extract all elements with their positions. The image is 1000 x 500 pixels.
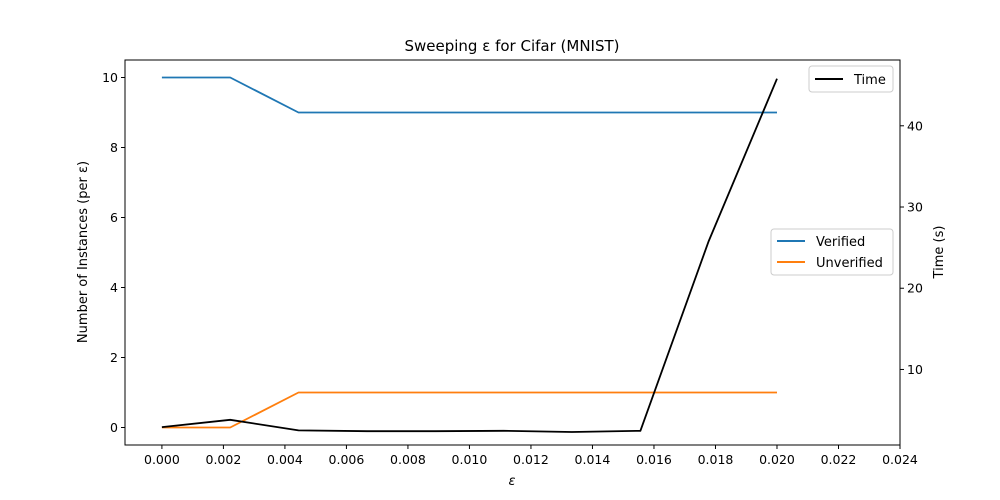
chart-title: Sweeping ε for Cifar (MNIST) [404, 37, 619, 55]
x-tick-label: 0.008 [390, 452, 426, 467]
x-tick-label: 0.004 [267, 452, 303, 467]
right-y-tick-label: 30 [907, 200, 923, 215]
x-axis-label: ε [508, 474, 515, 489]
x-tick-label: 0.014 [575, 452, 611, 467]
x-tick-label: 0.000 [144, 452, 180, 467]
x-tick-label: 0.016 [636, 452, 672, 467]
legend-verified-label: Verified [816, 235, 865, 250]
legend-time-box [808, 65, 894, 93]
left-y-tick-label: 6 [110, 210, 118, 225]
left-y-tick-label: 8 [110, 140, 118, 155]
right-y-tick-label: 10 [907, 362, 923, 377]
plot-frame [124, 59, 901, 446]
x-tick-label: 0.018 [698, 452, 734, 467]
x-tick-label: 0.006 [329, 452, 365, 467]
right-y-axis-label: Time (s) [932, 226, 947, 280]
x-tick-label: 0.010 [452, 452, 488, 467]
x-tick-label: 0.024 [882, 452, 918, 467]
right-y-tick-label: 20 [907, 281, 923, 296]
plot-lines [161, 76, 778, 433]
right-y-axis-ticks: 10 20 30 40 [900, 118, 923, 377]
legend-unverified-label: Unverified [816, 256, 883, 271]
x-tick-label: 0.012 [513, 452, 549, 467]
series-line-verified [161, 76, 777, 114]
series-line-time [161, 78, 778, 433]
legend-verification: Verified Unverified [770, 228, 894, 276]
x-tick-label: 0.002 [206, 452, 242, 467]
series-line-unverified [161, 391, 777, 429]
x-tick-label: 0.022 [821, 452, 857, 467]
left-y-tick-label: 4 [110, 280, 118, 295]
legend-time-label: Time [853, 73, 886, 88]
legend-time: Time [808, 65, 894, 93]
left-y-tick-label: 0 [110, 420, 118, 435]
x-tick-label: 0.020 [759, 452, 795, 467]
x-axis-ticks: 0.000 0.002 0.004 0.006 0.008 0.010 0.012 0.014… [144, 445, 918, 467]
left-y-tick-label: 2 [110, 350, 118, 365]
left-y-axis-ticks: 0 2 4 6 8 10 [102, 70, 125, 435]
right-y-tick-label: 40 [907, 118, 923, 133]
left-y-tick-label: 10 [102, 70, 118, 85]
left-y-axis-label: Number of Instances (per ε) [76, 161, 91, 343]
